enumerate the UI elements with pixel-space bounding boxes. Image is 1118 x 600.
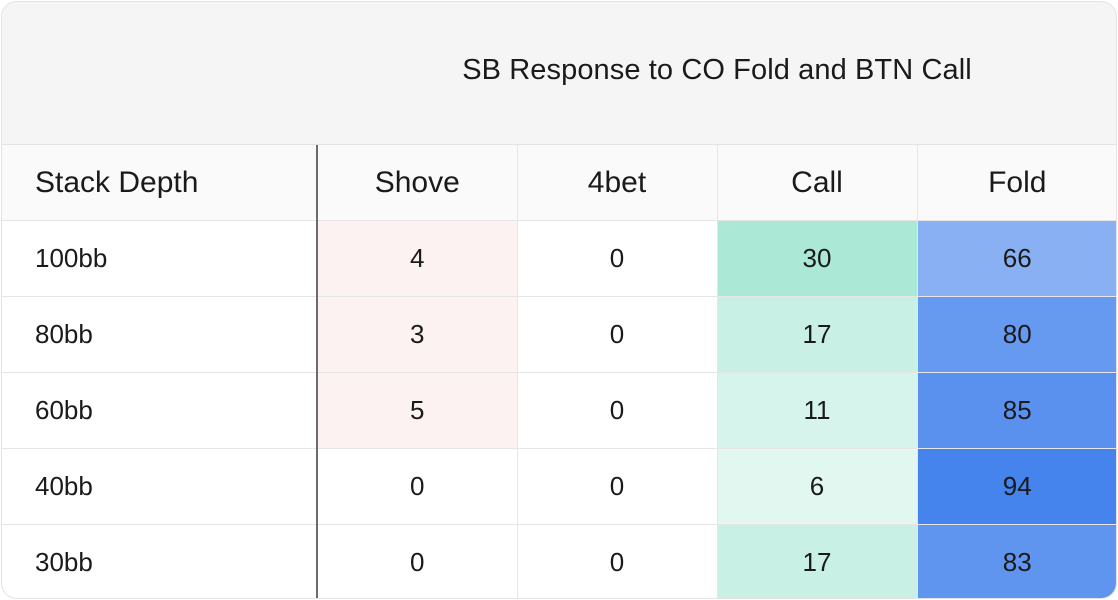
cell-call: 17 bbox=[717, 524, 918, 598]
table-body: 100bb 4 0 30 66 80bb 3 0 17 80 60bb 5 0 11 85 40bb 0 0 6 94… bbox=[2, 220, 1116, 598]
table-row: 30bb 0 0 17 83 bbox=[2, 524, 1116, 598]
header-shove: Shove bbox=[317, 145, 518, 221]
heatmap-table: Stack Depth Shove 4bet Call Fold 100bb 4 0… bbox=[2, 145, 1116, 598]
table-row: 80bb 3 0 17 80 bbox=[2, 296, 1116, 373]
cell-4bet: 0 bbox=[517, 220, 718, 297]
row-label: 100bb bbox=[2, 220, 318, 297]
cell-fold: 94 bbox=[917, 448, 1116, 525]
cell-fold: 83 bbox=[917, 524, 1116, 598]
row-label: 40bb bbox=[2, 448, 318, 525]
row-label: 60bb bbox=[2, 372, 318, 449]
cell-shove: 0 bbox=[317, 448, 518, 525]
cell-shove: 3 bbox=[317, 296, 518, 373]
header-fold: Fold bbox=[917, 145, 1116, 221]
cell-call: 11 bbox=[717, 372, 918, 449]
header-row: Stack Depth Shove 4bet Call Fold bbox=[2, 145, 1116, 221]
header-call: Call bbox=[717, 145, 918, 221]
table-row: 60bb 5 0 11 85 bbox=[2, 372, 1116, 449]
cell-4bet: 0 bbox=[517, 524, 718, 598]
cell-fold: 80 bbox=[917, 296, 1116, 373]
header-4bet: 4bet bbox=[517, 145, 718, 221]
row-label: 80bb bbox=[2, 296, 318, 373]
cell-4bet: 0 bbox=[517, 372, 718, 449]
cell-4bet: 0 bbox=[517, 296, 718, 373]
cell-fold: 66 bbox=[917, 220, 1116, 297]
cell-call: 30 bbox=[717, 220, 918, 297]
row-label: 30bb bbox=[2, 524, 318, 598]
cell-call: 17 bbox=[717, 296, 918, 373]
header-stack-depth: Stack Depth bbox=[2, 145, 318, 221]
cell-shove: 0 bbox=[317, 524, 518, 598]
cell-call: 6 bbox=[717, 448, 918, 525]
cell-shove: 4 bbox=[317, 220, 518, 297]
table-row: 100bb 4 0 30 66 bbox=[2, 220, 1116, 297]
table-title: SB Response to CO Fold and BTN Call bbox=[462, 54, 972, 86]
title-bar: SB Response to CO Fold and BTN Call bbox=[2, 2, 1116, 145]
cell-4bet: 0 bbox=[517, 448, 718, 525]
cell-shove: 5 bbox=[317, 372, 518, 449]
table-row: 40bb 0 0 6 94 bbox=[2, 448, 1116, 525]
cell-fold: 85 bbox=[917, 372, 1116, 449]
